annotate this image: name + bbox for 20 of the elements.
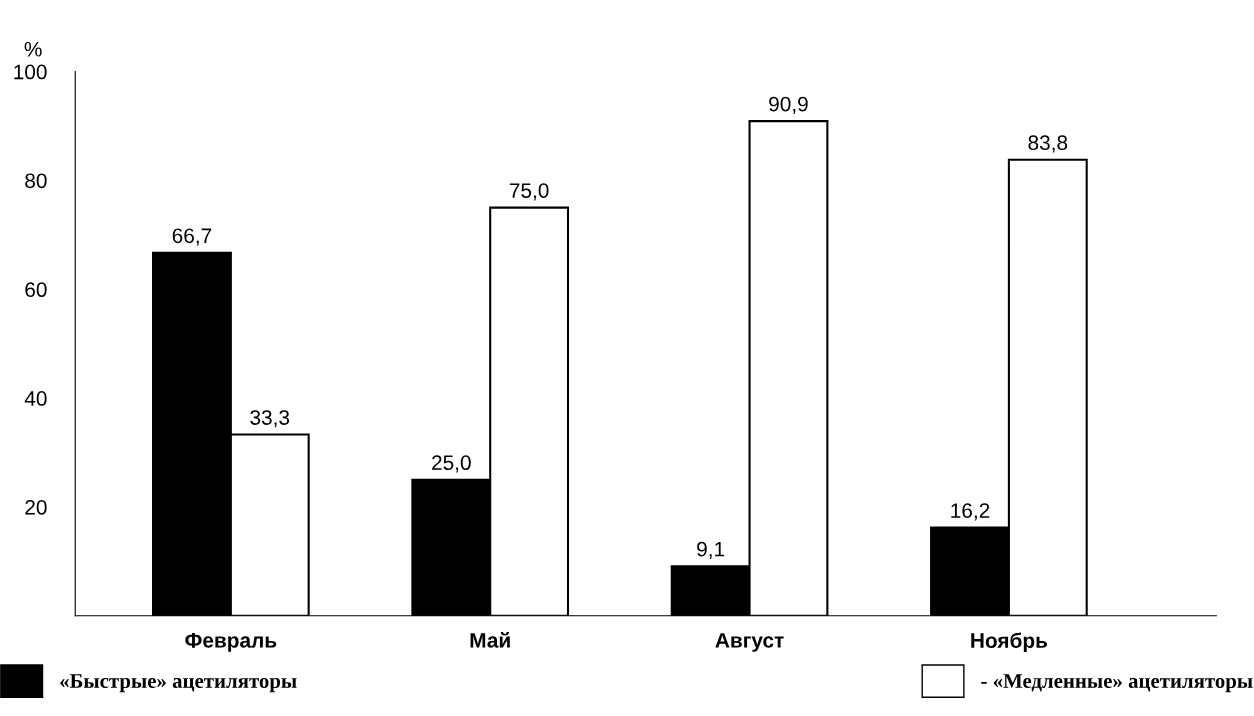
data-label: 66,7 — [172, 228, 212, 246]
y-tick-label: 60 — [25, 282, 47, 298]
legend-label: - «Медленные» ацетиляторы — [981, 674, 1253, 693]
y-axis-title: % — [24, 41, 42, 57]
y-tick-label: 80 — [25, 173, 47, 189]
data-label: 33,3 — [250, 410, 290, 428]
x-tick-label: Февраль — [185, 633, 277, 652]
y-tick-label: 100 — [14, 64, 47, 80]
y-tick-label: 20 — [25, 499, 47, 515]
x-tick-label: Май — [470, 632, 510, 648]
legend-label: «Быстрые» ацетиляторы — [60, 674, 297, 693]
x-tick-label: Ноябрь — [971, 632, 1048, 653]
data-label: 9,1 — [697, 541, 725, 560]
data-label: 90,9 — [769, 96, 808, 114]
data-label: 83,8 — [1028, 135, 1068, 153]
x-tick-label: Август — [715, 633, 784, 652]
data-label: 25,0 — [432, 455, 471, 473]
data-label: 75,0 — [509, 183, 549, 201]
y-tick-label: 40 — [24, 391, 47, 406]
data-label: 16,2 — [951, 503, 990, 521]
